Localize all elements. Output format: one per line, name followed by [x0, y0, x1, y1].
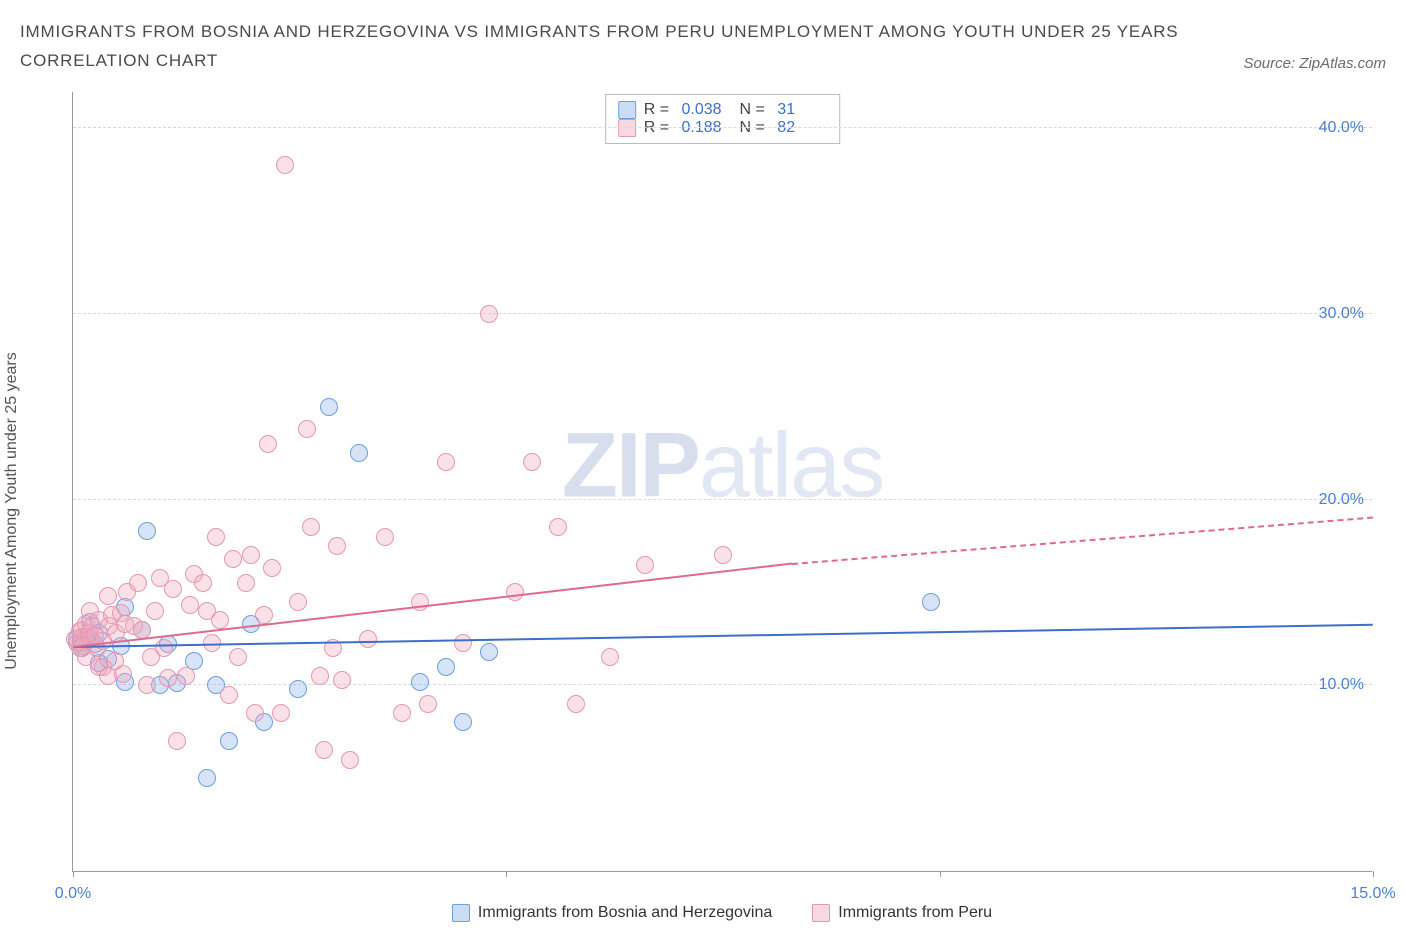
scatter-point: [276, 156, 294, 174]
scatter-point: [198, 769, 216, 787]
scatter-point: [263, 559, 281, 577]
scatter-point: [714, 546, 732, 564]
gridline: [73, 127, 1372, 128]
stats-legend: R = 0.038 N = 31 R = 0.188 N = 82: [605, 94, 841, 144]
legend-label-blue: Immigrants from Bosnia and Herzegovina: [478, 904, 772, 922]
x-tick-label: 15.0%: [1350, 885, 1395, 903]
y-axis-label: Unemployment Among Youth under 25 years: [3, 352, 21, 670]
gridline: [73, 499, 1372, 500]
scatter-point: [114, 665, 132, 683]
scatter-point: [242, 546, 260, 564]
scatter-point: [302, 518, 320, 536]
r-value-blue: 0.038: [682, 101, 732, 119]
scatter-point: [636, 556, 654, 574]
y-tick-label: 20.0%: [1301, 491, 1364, 509]
scatter-point: [237, 574, 255, 592]
scatter-point: [194, 574, 212, 592]
y-tick-label: 10.0%: [1301, 676, 1364, 694]
scatter-point: [567, 695, 585, 713]
scatter-point: [437, 658, 455, 676]
scatter-point: [164, 580, 182, 598]
scatter-point: [259, 435, 277, 453]
scatter-point: [359, 630, 377, 648]
scatter-point: [480, 305, 498, 323]
scatter-point: [454, 634, 472, 652]
x-tick-mark: [73, 871, 74, 877]
stats-row-blue: R = 0.038 N = 31: [618, 101, 828, 119]
watermark-light: atlas: [699, 414, 883, 516]
scatter-point: [601, 648, 619, 666]
swatch-blue-icon: [618, 101, 636, 119]
scatter-point: [315, 741, 333, 759]
scatter-point: [341, 751, 359, 769]
scatter-point: [229, 648, 247, 666]
scatter-point: [246, 704, 264, 722]
scatter-point: [138, 522, 156, 540]
x-tick-mark: [940, 871, 941, 877]
scatter-point: [129, 574, 147, 592]
scatter-point: [328, 537, 346, 555]
legend-swatch-blue-icon: [452, 904, 470, 922]
scatter-point: [298, 420, 316, 438]
gridline: [73, 313, 1372, 314]
scatter-point: [549, 518, 567, 536]
scatter-point: [289, 593, 307, 611]
watermark: ZIPatlas: [562, 413, 883, 518]
x-tick-label: 0.0%: [55, 885, 91, 903]
n-value-blue: 31: [777, 101, 827, 119]
scatter-point: [480, 643, 498, 661]
scatter-point: [177, 667, 195, 685]
scatter-point: [311, 667, 329, 685]
legend-item-blue: Immigrants from Bosnia and Herzegovina: [452, 904, 772, 922]
scatter-point: [224, 550, 242, 568]
scatter-point: [350, 444, 368, 462]
chart-container: Unemployment Among Youth under 25 years …: [20, 92, 1386, 930]
trend-line: [73, 624, 1373, 648]
legend-swatch-pink-icon: [812, 904, 830, 922]
scatter-point: [454, 713, 472, 731]
y-tick-label: 40.0%: [1301, 119, 1364, 137]
scatter-point: [155, 639, 173, 657]
watermark-bold: ZIP: [562, 414, 699, 516]
scatter-point: [207, 528, 225, 546]
scatter-point: [922, 593, 940, 611]
scatter-point: [506, 583, 524, 601]
scatter-point: [255, 606, 273, 624]
scatter-point: [211, 611, 229, 629]
scatter-point: [159, 669, 177, 687]
scatter-point: [146, 602, 164, 620]
title-line1: IMMIGRANTS FROM BOSNIA AND HERZEGOVINA V…: [20, 22, 1178, 41]
series-legend: Immigrants from Bosnia and Herzegovina I…: [72, 904, 1372, 922]
source-label: Source: ZipAtlas.com: [1243, 55, 1386, 76]
scatter-point: [138, 676, 156, 694]
title-line2: CORRELATION CHART: [20, 51, 218, 70]
legend-item-pink: Immigrants from Peru: [812, 904, 992, 922]
scatter-point: [437, 453, 455, 471]
scatter-point: [411, 673, 429, 691]
scatter-point: [333, 671, 351, 689]
scatter-point: [523, 453, 541, 471]
scatter-point: [133, 621, 151, 639]
scatter-point: [393, 704, 411, 722]
gridline: [73, 684, 1372, 685]
scatter-point: [181, 596, 199, 614]
scatter-point: [168, 732, 186, 750]
plot-area: ZIPatlas R = 0.038 N = 31 R = 0.188 N = …: [72, 92, 1372, 872]
scatter-point: [289, 680, 307, 698]
x-tick-mark: [506, 871, 507, 877]
chart-title: IMMIGRANTS FROM BOSNIA AND HERZEGOVINA V…: [20, 18, 1178, 76]
y-tick-label: 30.0%: [1301, 305, 1364, 323]
legend-label-pink: Immigrants from Peru: [838, 904, 992, 922]
x-tick-mark: [1373, 871, 1374, 877]
scatter-point: [419, 695, 437, 713]
scatter-point: [272, 704, 290, 722]
scatter-point: [220, 732, 238, 750]
trend-line-dashed: [792, 516, 1373, 564]
scatter-point: [220, 686, 238, 704]
scatter-point: [320, 398, 338, 416]
scatter-point: [99, 587, 117, 605]
scatter-point: [376, 528, 394, 546]
